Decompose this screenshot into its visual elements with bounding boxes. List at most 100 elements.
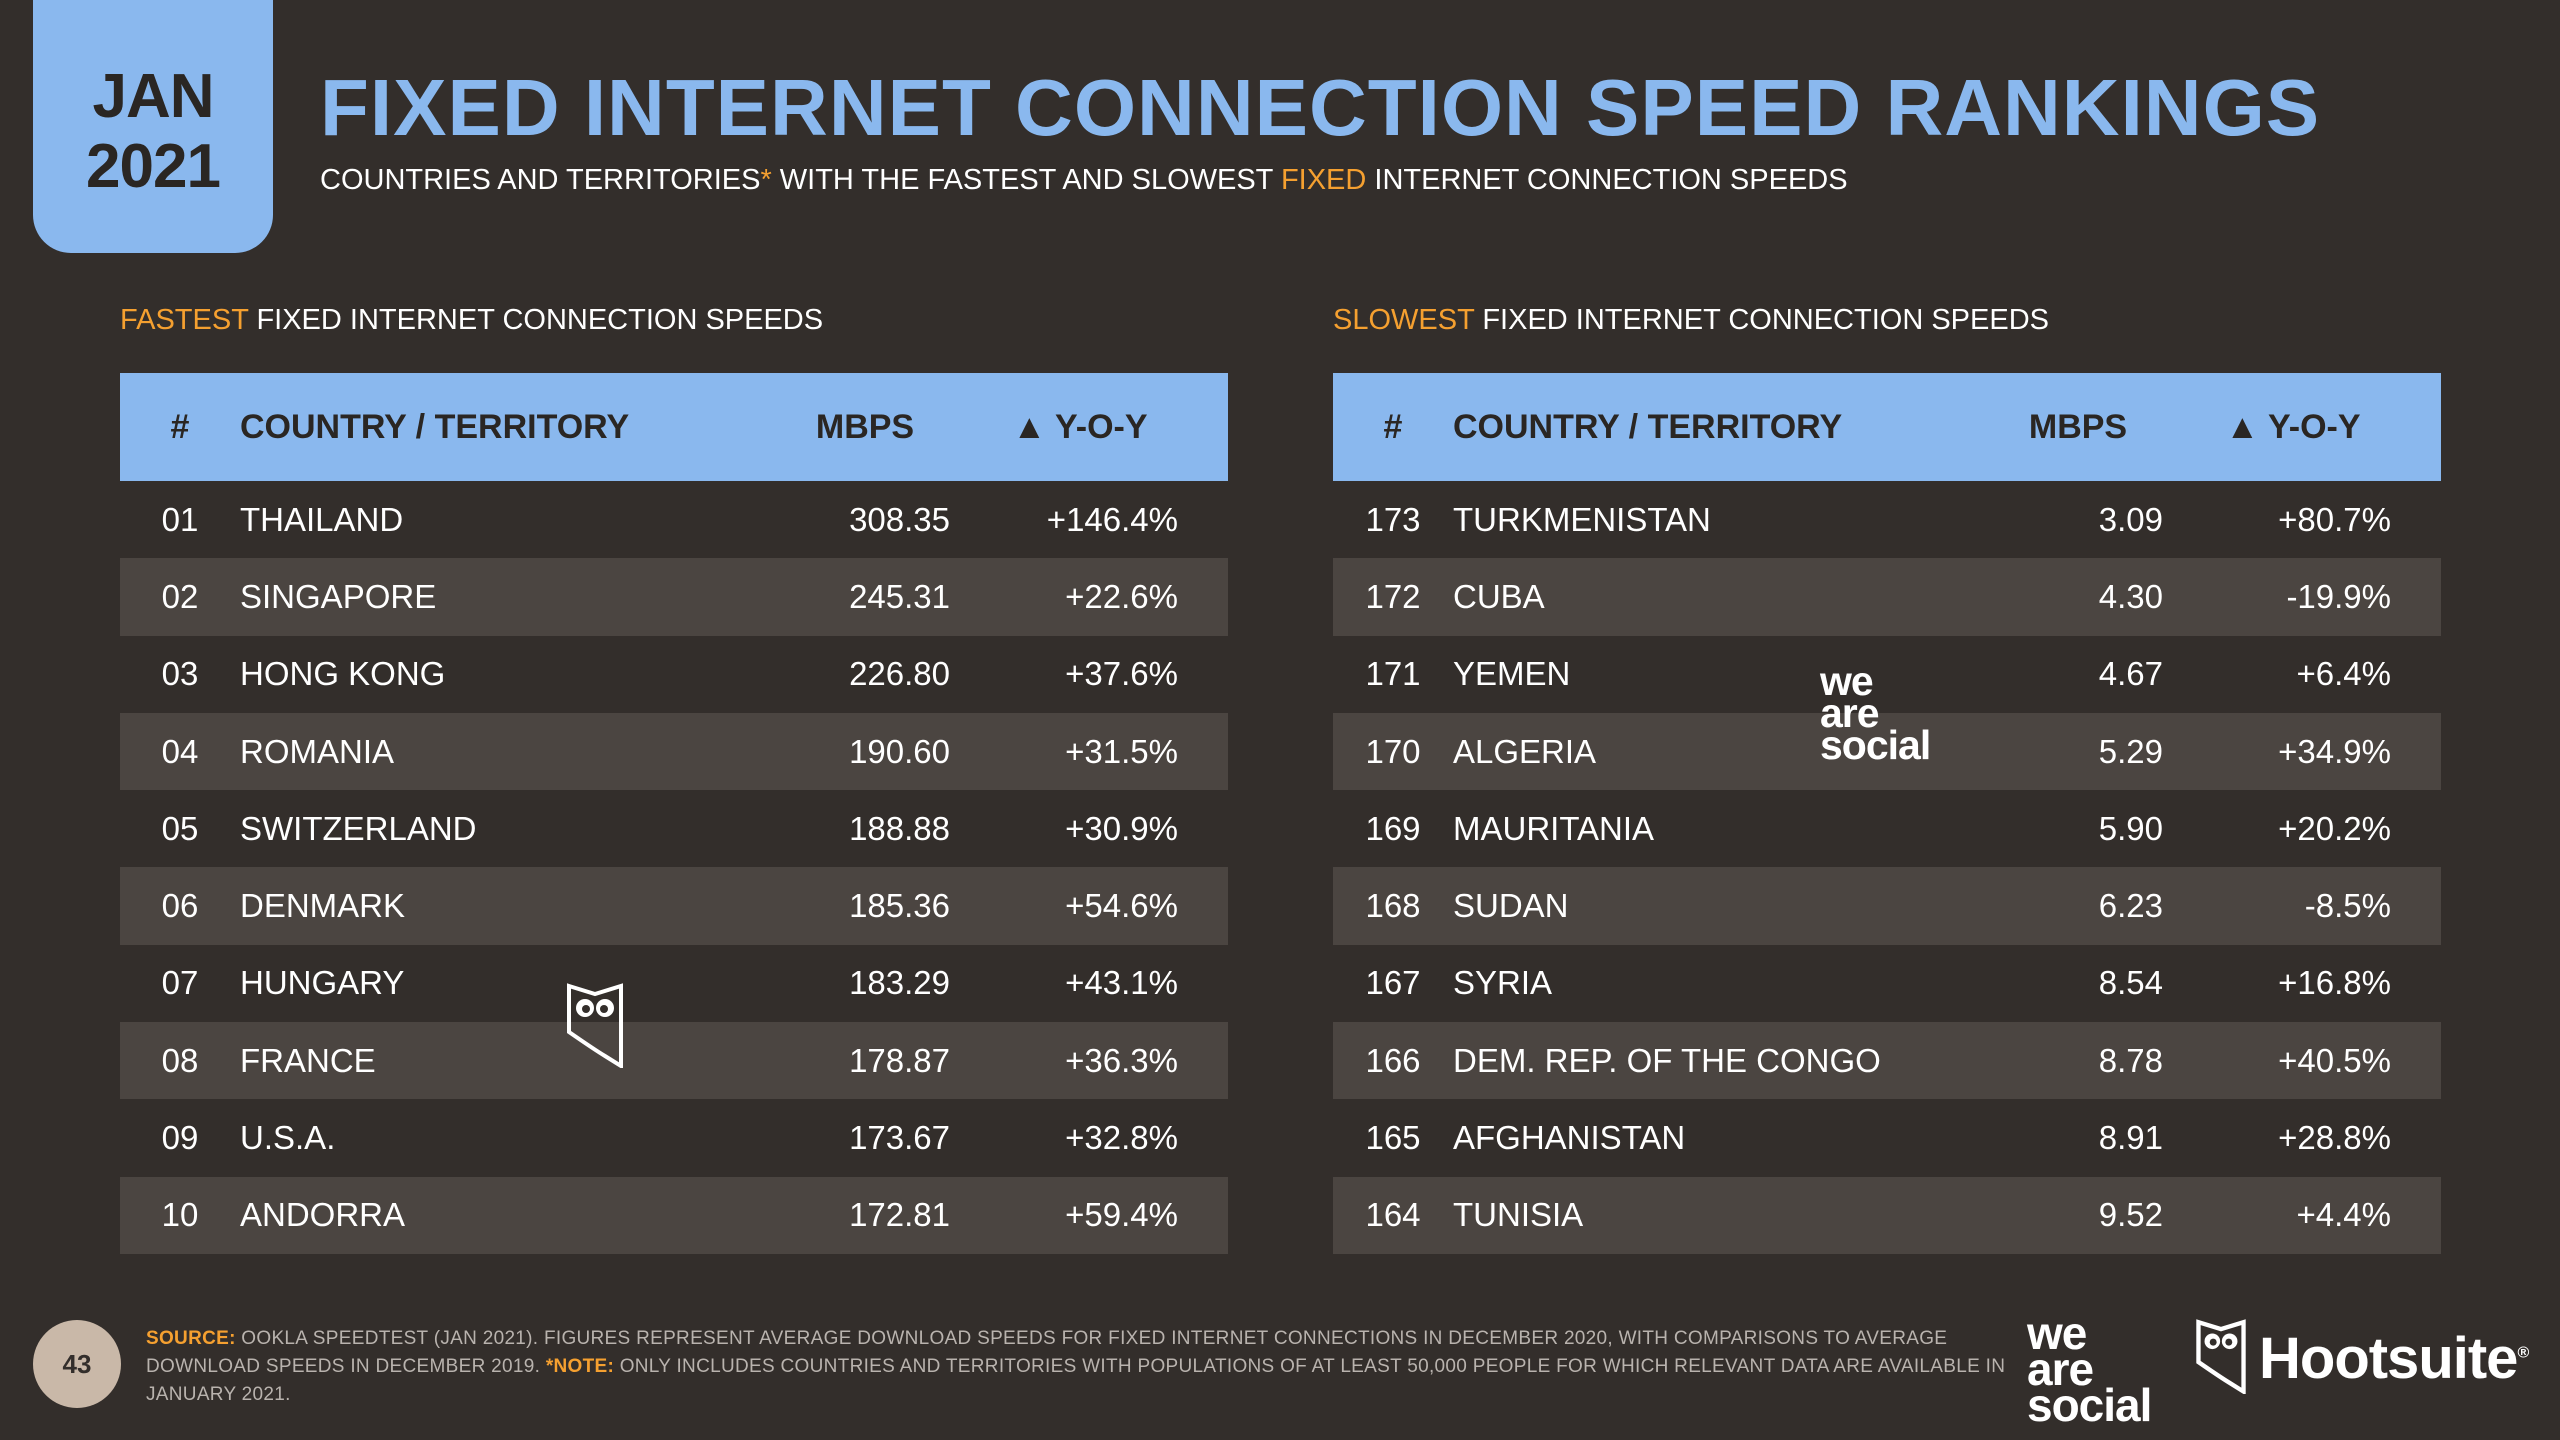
country-cell: TURKMENISTAN <box>1453 500 1711 538</box>
owl-watermark-icon <box>565 982 625 1073</box>
country-cell: AFGHANISTAN <box>1453 1119 1686 1157</box>
yoy-cell: +36.3% <box>1065 1041 1178 1079</box>
rank-cell: 09 <box>161 1119 199 1157</box>
slowest-table: # COUNTRY / TERRITORY MBPS ▲ Y-O-Y 173 TU… <box>1333 373 2441 1254</box>
ws-logo-line3: social <box>2027 1378 2152 1431</box>
rank-cell: 167 <box>1365 964 1421 1002</box>
yoy-cell: +59.4% <box>1065 1196 1178 1234</box>
country-cell: MAURITANIA <box>1453 809 1655 847</box>
date-month: JAN <box>92 61 214 131</box>
yoy-cell: +22.6% <box>1065 577 1178 615</box>
rank-cell: 01 <box>161 500 199 538</box>
rank-cell: 169 <box>1365 809 1421 847</box>
fastest-table: # COUNTRY / TERRITORY MBPS ▲ Y-O-Y 01 THA… <box>120 373 1228 1254</box>
table-row: 169 MAURITANIA 5.90 +20.2% <box>1333 790 2441 867</box>
rank-cell: 04 <box>161 732 199 770</box>
note-label: *NOTE: <box>545 1356 615 1377</box>
country-cell: THAILAND <box>240 500 404 538</box>
ws-line2: are <box>1820 689 1880 736</box>
rank-cell: 06 <box>161 887 199 925</box>
table-row: 03 HONG KONG 226.80 +37.6% <box>120 636 1228 713</box>
country-cell: SWITZERLAND <box>240 809 477 847</box>
mbps-cell: 188.88 <box>849 809 950 847</box>
source-text: OOKLA SPEEDTEST (JAN 2021). FIGURES REPR… <box>146 1328 1948 1377</box>
mbps-cell: 172.81 <box>849 1196 950 1234</box>
table-row: 06 DENMARK 185.36 +54.6% <box>120 867 1228 945</box>
header-country: COUNTRY / TERRITORY <box>1453 407 1843 446</box>
table-row: 05 SWITZERLAND 188.88 +30.9% <box>120 790 1228 867</box>
rank-cell: 165 <box>1365 1119 1421 1157</box>
header-rank: # <box>1383 407 1403 446</box>
header-rank: # <box>170 407 190 446</box>
table-row: 10 ANDORRA 172.81 +59.4% <box>120 1176 1228 1254</box>
rank-cell: 173 <box>1365 500 1421 538</box>
rank-cell: 08 <box>161 1041 199 1079</box>
subtitle-part2: WITH THE FASTEST AND SLOWEST <box>771 164 1281 196</box>
header-country: COUNTRY / TERRITORY <box>240 407 630 446</box>
mbps-cell: 183.29 <box>849 964 950 1002</box>
mbps-cell: 4.30 <box>2098 577 2163 615</box>
country-cell: U.S.A. <box>240 1119 336 1157</box>
table-row: 167 SYRIA 8.54 +16.8% <box>1333 945 2441 1022</box>
mbps-cell: 3.09 <box>2098 500 2163 538</box>
country-cell: YEMEN <box>1453 655 1571 693</box>
source-label: SOURCE: <box>146 1328 236 1349</box>
mbps-cell: 173.67 <box>849 1119 950 1157</box>
rank-cell: 166 <box>1365 1041 1421 1079</box>
fastest-label-highlight: FASTEST <box>120 304 249 336</box>
country-cell: TUNISIA <box>1453 1196 1584 1234</box>
country-cell: ALGERIA <box>1453 732 1597 770</box>
fastest-label-rest: FIXED INTERNET CONNECTION SPEEDS <box>248 304 824 336</box>
yoy-cell: +16.8% <box>2278 964 2391 1002</box>
rank-cell: 170 <box>1365 732 1421 770</box>
table-row: 01 THAILAND 308.35 +146.4% <box>120 481 1228 558</box>
mbps-cell: 226.80 <box>849 655 950 693</box>
date-tab: JAN 2021 <box>33 0 273 253</box>
header-mbps: MBPS <box>815 407 915 446</box>
hootsuite-wordmark: Hootsuite® <box>2259 1325 2529 1392</box>
country-cell: DEM. REP. OF THE CONGO <box>1453 1041 1881 1079</box>
yoy-cell: +32.8% <box>1065 1119 1178 1157</box>
country-cell: DENMARK <box>240 887 406 925</box>
yoy-cell: +28.8% <box>2278 1119 2391 1157</box>
yoy-cell: +31.5% <box>1065 732 1178 770</box>
hootsuite-name: Hootsuite <box>2259 1326 2518 1391</box>
hootsuite-owl-icon <box>2195 1318 2247 1399</box>
country-cell: HUNGARY <box>240 964 405 1002</box>
rank-cell: 03 <box>161 655 199 693</box>
header-yoy: ▲ Y-O-Y <box>1012 407 1148 446</box>
slowest-table-body: 173 TURKMENISTAN 3.09 +80.7% 172 CUBA 4.30 -19.… <box>1333 481 2441 1254</box>
mbps-cell: 178.87 <box>849 1041 950 1079</box>
table-row: 173 TURKMENISTAN 3.09 +80.7% <box>1333 481 2441 558</box>
slowest-section-label: SLOWEST FIXED INTERNET CONNECTION SPEEDS <box>1333 304 2049 337</box>
table-header: # COUNTRY / TERRITORY MBPS ▲ Y-O-Y <box>1333 373 2441 481</box>
fastest-section-label: FASTEST FIXED INTERNET CONNECTION SPEEDS <box>120 304 823 337</box>
yoy-cell: -8.5% <box>2304 887 2391 925</box>
mbps-cell: 8.54 <box>2098 964 2163 1002</box>
yoy-cell: +34.9% <box>2278 732 2391 770</box>
table-row: 08 FRANCE 178.87 +36.3% <box>120 1022 1228 1100</box>
hootsuite-logo: Hootsuite® <box>2195 1318 2529 1399</box>
page-number: 43 <box>33 1320 121 1408</box>
slowest-label-rest: FIXED INTERNET CONNECTION SPEEDS <box>1474 304 2049 336</box>
mbps-cell: 5.29 <box>2098 732 2163 770</box>
yoy-cell: +40.5% <box>2278 1041 2391 1079</box>
ws-line1: we <box>1820 658 1874 704</box>
rank-cell: 05 <box>161 809 199 847</box>
mbps-cell: 8.91 <box>2098 1119 2163 1157</box>
country-cell: SINGAPORE <box>240 577 437 615</box>
table-header: # COUNTRY / TERRITORY MBPS ▲ Y-O-Y <box>120 373 1228 481</box>
slowest-label-highlight: SLOWEST <box>1333 304 1475 336</box>
we-are-social-watermark: we are social <box>1820 658 1931 768</box>
country-cell: ANDORRA <box>240 1196 406 1234</box>
yoy-cell: +43.1% <box>1065 964 1178 1002</box>
subtitle-part1: COUNTRIES AND TERRITORIES <box>320 164 761 196</box>
ws-logo-line2: are <box>2027 1342 2094 1395</box>
table-row: 04 ROMANIA 190.60 +31.5% <box>120 712 1228 791</box>
registered-mark: ® <box>2517 1344 2529 1362</box>
table-row: 170 ALGERIA 5.29 +34.9% <box>1333 712 2441 791</box>
page-title: FIXED INTERNET CONNECTION SPEED RANKINGS <box>320 63 2321 152</box>
table-row: 168 SUDAN 6.23 -8.5% <box>1333 867 2441 945</box>
country-cell: SYRIA <box>1453 964 1553 1002</box>
ws-line3: social <box>1820 721 1931 768</box>
